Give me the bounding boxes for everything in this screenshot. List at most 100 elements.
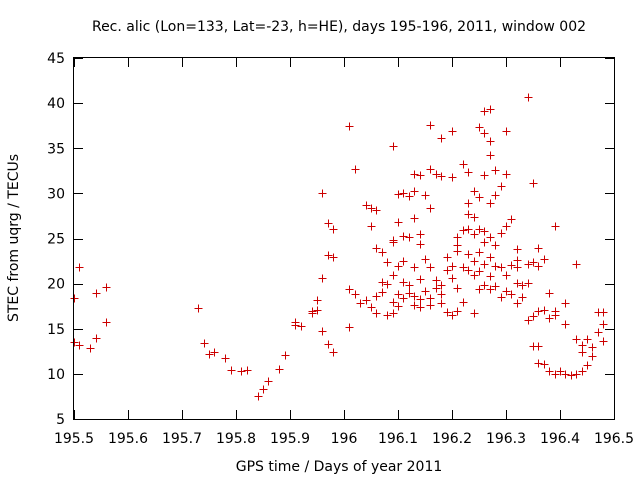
data-point xyxy=(86,344,95,353)
data-point xyxy=(486,233,495,242)
chart-title: Rec. alic (Lon=133, Lat=-23, h=HE), days… xyxy=(92,19,586,35)
data-point xyxy=(102,318,111,327)
data-point xyxy=(513,263,522,272)
plot-frame xyxy=(73,57,615,420)
x-tick-label: 196.5 xyxy=(594,431,634,447)
data-point xyxy=(470,230,479,239)
data-point xyxy=(572,260,581,269)
data-point xyxy=(594,328,603,337)
data-point xyxy=(345,323,354,332)
data-point xyxy=(475,285,484,294)
data-point xyxy=(437,281,446,290)
data-point xyxy=(421,191,430,200)
data-point xyxy=(443,253,452,262)
data-point xyxy=(383,311,392,320)
data-point xyxy=(410,301,419,310)
data-point xyxy=(75,341,84,350)
data-point xyxy=(308,309,317,318)
data-point xyxy=(448,274,457,283)
data-point xyxy=(399,232,408,241)
data-point xyxy=(588,352,597,361)
data-point xyxy=(578,348,587,357)
data-point xyxy=(599,308,608,317)
data-point xyxy=(394,262,403,271)
data-point xyxy=(405,281,414,290)
data-point xyxy=(416,295,425,304)
data-point xyxy=(389,142,398,151)
data-point xyxy=(227,366,236,375)
data-point xyxy=(432,284,441,293)
data-point xyxy=(480,281,489,290)
data-point xyxy=(426,204,435,213)
data-point xyxy=(491,166,500,175)
data-point xyxy=(416,230,425,239)
data-point xyxy=(486,272,495,281)
data-point xyxy=(534,307,543,316)
data-point xyxy=(254,392,263,401)
data-point xyxy=(480,107,489,116)
data-point xyxy=(475,123,484,132)
data-point xyxy=(389,271,398,280)
x-tick-label: 196.3 xyxy=(486,431,526,447)
data-point xyxy=(399,278,408,287)
data-point xyxy=(75,263,84,272)
data-point xyxy=(497,263,506,272)
data-point xyxy=(534,359,543,368)
data-point xyxy=(102,283,111,292)
data-point xyxy=(480,238,489,247)
data-point xyxy=(432,276,441,285)
data-point xyxy=(416,303,425,312)
y-tick-label: 5 xyxy=(56,412,65,428)
data-point xyxy=(324,340,333,349)
axis-ticks xyxy=(74,58,615,420)
data-point xyxy=(92,334,101,343)
data-point xyxy=(378,248,387,257)
data-point xyxy=(497,182,506,191)
data-point xyxy=(507,261,516,270)
data-point xyxy=(378,278,387,287)
x-tick-label: 196.4 xyxy=(540,431,580,447)
data-point xyxy=(540,255,549,264)
data-point xyxy=(583,361,592,370)
data-point xyxy=(378,288,387,297)
data-point xyxy=(297,322,306,331)
x-tick-label: 195.9 xyxy=(270,431,310,447)
data-point xyxy=(448,311,457,320)
data-point xyxy=(405,289,414,298)
data-point xyxy=(464,199,473,208)
data-point xyxy=(372,292,381,301)
data-points xyxy=(70,93,608,401)
data-point xyxy=(437,290,446,299)
data-point xyxy=(383,258,392,267)
data-point xyxy=(416,275,425,284)
data-point xyxy=(556,367,565,376)
data-point xyxy=(475,267,484,276)
data-point xyxy=(405,233,414,242)
data-point xyxy=(513,245,522,254)
data-point xyxy=(453,247,462,256)
data-point xyxy=(513,299,522,308)
data-point xyxy=(281,351,290,360)
data-point xyxy=(367,204,376,213)
data-point xyxy=(394,302,403,311)
data-point xyxy=(210,348,219,357)
data-point xyxy=(475,193,484,202)
y-tick-label: 40 xyxy=(47,96,65,112)
data-point xyxy=(551,311,560,320)
y-tick-label: 30 xyxy=(47,186,65,202)
data-point xyxy=(221,354,230,363)
data-point xyxy=(399,257,408,266)
data-point xyxy=(459,226,468,235)
data-point xyxy=(486,199,495,208)
data-point xyxy=(410,214,419,223)
data-point xyxy=(351,290,360,299)
data-point xyxy=(426,294,435,303)
data-point xyxy=(502,127,511,136)
data-point xyxy=(567,371,576,380)
axis-tick-labels: 195.5 195.6 195.7 195.8 195.9 196 196.1 196.2 19… xyxy=(47,51,634,447)
data-point xyxy=(399,294,408,303)
data-point xyxy=(200,339,209,348)
data-point xyxy=(421,287,430,296)
data-point xyxy=(470,187,479,196)
